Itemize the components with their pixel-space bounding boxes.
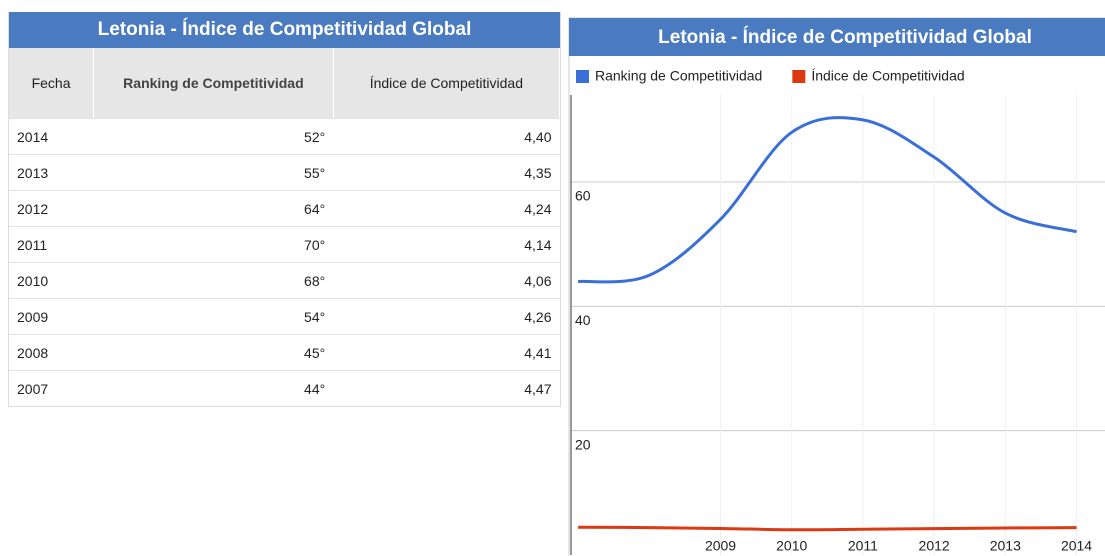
column-header: Índice de Competitividad [333,48,561,119]
table-row: 2013 55° 4,35 [9,154,560,191]
x-tick-label: 2011 [848,538,878,554]
legend-label: Ranking de Competitividad [595,68,762,84]
x-tick-label: 2013 [990,538,1021,554]
table: Fecha Ranking de Competitividad Índice de … [9,48,561,406]
table-cell: 45° [93,334,334,371]
table-cell: 64° [93,190,334,227]
table-row: 2010 68° 4,06 [9,262,560,299]
chart-title: Letonia - Índice de Competitividad Globa… [658,26,1032,48]
table-cell: 4,14 [333,226,560,263]
legend-swatch [576,70,589,83]
table-cell: 4,41 [333,334,560,371]
table-row: 2009 54° 4,26 [9,298,560,335]
table-cell: 44° [93,370,334,406]
x-tick-label: 2009 [705,538,736,554]
table-row: 2011 70° 4,14 [9,226,560,263]
x-tick-label: 2010 [776,538,807,554]
data-table: Letonia - Índice de Competitividad Globa… [8,12,561,407]
table-row: 2012 64° 4,24 [9,190,560,227]
table-cell: 2014 [9,118,94,155]
line-series [577,116,1077,284]
table-cell: 4,06 [333,262,560,299]
column-header: Ranking de Competitividad [93,48,334,119]
table-cell: 55° [93,154,334,191]
x-tick-label: 2012 [919,538,950,554]
table-cell: 4,47 [333,370,560,406]
table-cell: 68° [93,262,334,299]
table-cell: 2007 [9,370,94,406]
line-series [578,525,1077,532]
legend-swatch [792,70,806,83]
table-cell: 2013 [9,154,94,191]
legend-label: Índice de Competitividad [811,68,964,84]
table-cell: 2010 [9,262,94,299]
table-cell: 4,24 [333,190,560,227]
table-cell: 2008 [9,334,94,371]
table-row: 2008 45° 4,41 [9,334,560,371]
chart-frame [568,17,1105,556]
table-cell: 54° [93,298,334,335]
table-cell: 2009 [9,298,94,335]
table-cell: 4,35 [333,154,560,191]
column-header: Fecha [9,48,95,119]
y-tick-label: 20 [575,436,591,452]
table-cell: 52° [93,118,334,155]
y-tick-label: 60 [575,188,591,204]
table-cell: 2011 [9,226,94,263]
table-cell: 70° [93,226,334,263]
table-title: Letonia - Índice de Competitividad Globa… [9,12,560,48]
table-row: 2007 44° 4,47 [9,370,560,406]
table-cell: 4,40 [333,118,560,155]
chart-header [569,18,1105,56]
table-row: 2014 52° 4,40 [9,118,560,155]
y-tick-label: 40 [575,312,591,328]
table-cell: 2012 [9,190,94,227]
table-cell: 4,26 [333,298,560,335]
x-tick-label: 2014 [1061,538,1092,554]
